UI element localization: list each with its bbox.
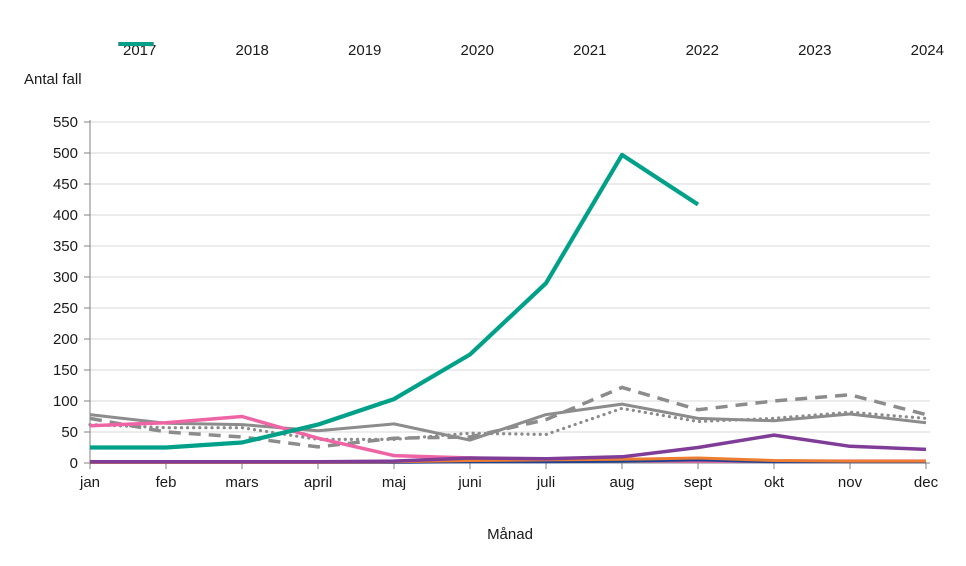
x-tick-label-nov: nov bbox=[838, 474, 863, 491]
legend-label-2022: 2022 bbox=[685, 41, 719, 59]
legend-label-2023: 2023 bbox=[798, 41, 832, 59]
x-tick-label-okt: okt bbox=[764, 474, 785, 491]
y-axis-title: Antal fall bbox=[24, 71, 82, 88]
legend-label-2024: 2024 bbox=[910, 41, 944, 59]
legend-label-2019: 2019 bbox=[348, 41, 382, 59]
series-line-2018 bbox=[88, 406, 928, 441]
y-tick-label-550: 550 bbox=[53, 114, 78, 131]
y-tick-label-100: 100 bbox=[53, 393, 78, 410]
y-tick-label-400: 400 bbox=[53, 207, 78, 224]
x-tick-label-jan: jan bbox=[79, 474, 100, 491]
chart-legend: 2017 2018 2019 2020 2021 2022 2023 2024 bbox=[118, 40, 944, 60]
x-tick-label-mars: mars bbox=[225, 474, 258, 491]
x-tick-label-sept: sept bbox=[684, 474, 713, 491]
legend-label-2020: 2020 bbox=[460, 41, 494, 59]
y-tick-label-150: 150 bbox=[53, 362, 78, 379]
legend-label-2021: 2021 bbox=[573, 41, 607, 59]
series-line-2024 bbox=[90, 152, 700, 450]
x-tick-label-april: april bbox=[304, 474, 332, 491]
y-tick-label-50: 50 bbox=[61, 424, 78, 441]
y-tick-label-0: 0 bbox=[70, 455, 78, 472]
x-tick-label-juli: juli bbox=[536, 474, 555, 491]
x-tick-label-feb: feb bbox=[156, 474, 177, 491]
series-line-2023 bbox=[90, 433, 927, 464]
y-tick-label-250: 250 bbox=[53, 300, 78, 317]
legend-label-2018: 2018 bbox=[235, 41, 269, 59]
y-tick-label-350: 350 bbox=[53, 238, 78, 255]
y-tick-label-450: 450 bbox=[53, 176, 78, 193]
legend-line-icon-2024 bbox=[119, 42, 153, 46]
y-tick-label-500: 500 bbox=[53, 145, 78, 162]
series-line-2019 bbox=[89, 385, 927, 449]
x-tick-label-dec: dec bbox=[914, 474, 939, 491]
x-tick-label-juni: juni bbox=[457, 474, 481, 491]
x-tick-label-maj: maj bbox=[382, 474, 406, 491]
y-tick-label-200: 200 bbox=[53, 331, 78, 348]
x-axis-title: Månad bbox=[487, 526, 533, 543]
legend-item-2024: 2024 bbox=[119, 41, 944, 59]
y-tick-label-300: 300 bbox=[53, 269, 78, 286]
x-tick-label-aug: aug bbox=[609, 474, 634, 491]
